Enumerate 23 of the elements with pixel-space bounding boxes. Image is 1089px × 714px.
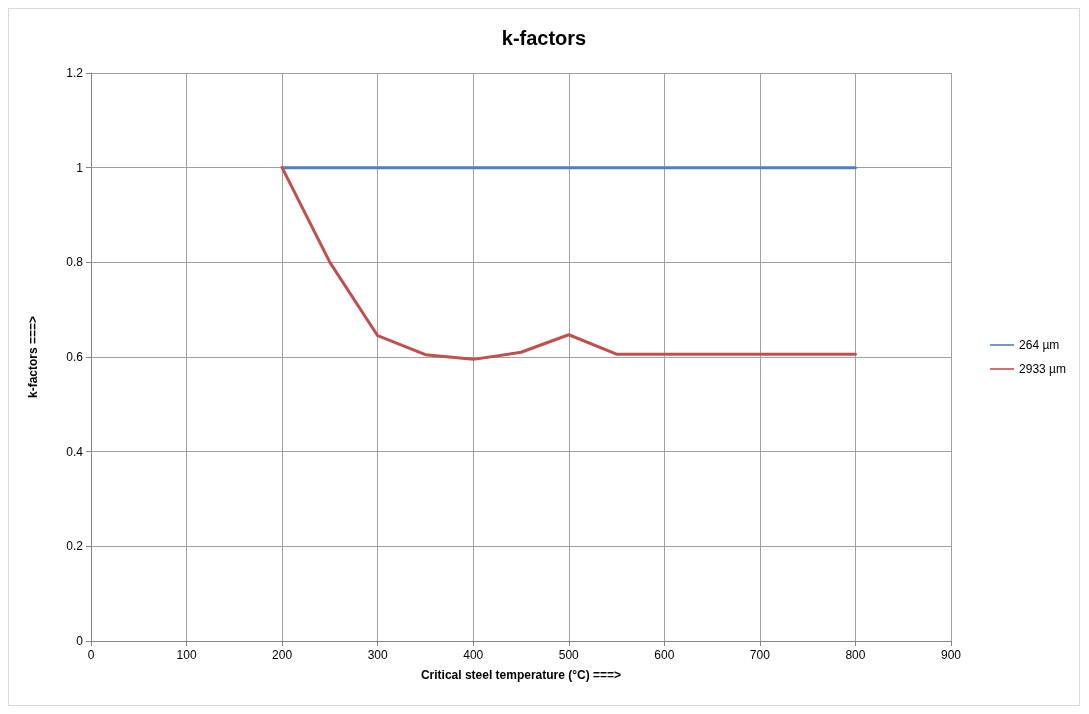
- x-tick-label: 900: [940, 648, 962, 662]
- y-axis-title: k-factors ===>: [26, 315, 40, 399]
- x-tick-label: 100: [176, 648, 197, 662]
- y-tick-label: 0.6: [66, 350, 84, 364]
- x-tick-label: 600: [654, 648, 675, 662]
- y-tick-label: 0.2: [66, 539, 84, 554]
- x-tick-label: 300: [367, 648, 388, 662]
- legend-label: 264 µm: [1019, 338, 1060, 352]
- line-series: [280, 166, 857, 361]
- y-tick-label: 1: [76, 160, 84, 175]
- x-tick-label: 700: [749, 648, 771, 662]
- y-tick-label: 1.2: [66, 66, 84, 80]
- x-tick-label: 0: [87, 648, 95, 662]
- x-tick-label: 400: [463, 648, 484, 662]
- x-axis-title: Critical steel temperature (°C) ===>: [420, 668, 622, 682]
- x-tick-label: 800: [845, 648, 866, 662]
- x-tick-label: 200: [272, 648, 293, 662]
- chart-title: k-factors: [501, 27, 587, 49]
- y-tick-label: 0.4: [66, 444, 84, 459]
- y-tick-label: 0.8: [66, 255, 84, 270]
- x-tick-label: 500: [558, 648, 580, 662]
- legend-label: 2933 µm: [1019, 362, 1067, 376]
- y-tick-label: 0: [76, 634, 84, 648]
